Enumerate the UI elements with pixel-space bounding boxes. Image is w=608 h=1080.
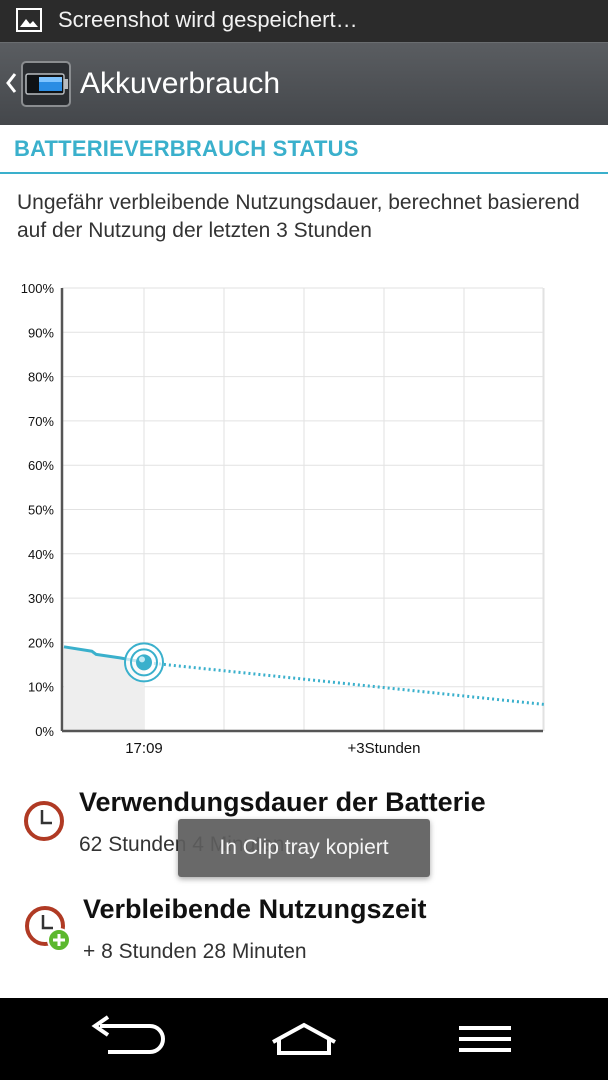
y-tick-label: 20% (28, 635, 54, 650)
clock-plus-icon (25, 906, 71, 952)
section-title: BATTERIEVERBRAUCH STATUS (14, 136, 359, 161)
y-tick-label: 10% (28, 680, 54, 695)
current-point (136, 654, 152, 671)
battery-chart: 100% 90% 80% 70% 60% 50% 40% 30% 20% 10% 0% 17:09 +3… (21, 281, 545, 757)
notification-text: Screenshot wird gespeichert… (58, 7, 358, 32)
battery-icon[interactable] (21, 61, 71, 107)
battery-usage-title: Verwendungsdauer der Batterie (79, 787, 486, 817)
x-tick-label: 17:09 (125, 740, 163, 757)
clock-icon (24, 801, 64, 841)
y-tick-label: 40% (28, 547, 54, 562)
image-icon (16, 8, 42, 32)
remaining-time-title: Verbleibende Nutzungszeit (83, 894, 427, 924)
series-line-projection (143, 660, 545, 706)
status-bar: Screenshot wird gespeichert… (0, 0, 608, 42)
y-tick-label: 30% (28, 591, 54, 606)
y-tick-label: 100% (21, 281, 55, 296)
y-tick-label: 60% (28, 458, 54, 473)
current-point-highlight (139, 656, 145, 663)
remaining-time-value: + 8 Stunden 28 Minuten (83, 940, 307, 963)
usage-area (64, 646, 144, 731)
home-icon[interactable] (243, 998, 365, 1080)
navigation-bar (0, 998, 608, 1080)
page-title: Akkuverbrauch (80, 67, 281, 100)
y-tick-label: 70% (28, 414, 54, 429)
section-description: Ungefähr verbleibende Nutzungsdauer, ber… (17, 191, 580, 242)
back-icon[interactable] (62, 998, 184, 1080)
chevron-left-icon[interactable] (4, 67, 18, 99)
y-tick-label: 80% (28, 370, 54, 385)
section-divider (0, 172, 608, 174)
toast-message: In Clip tray kopiert (178, 819, 430, 877)
y-tick-label: 90% (28, 325, 54, 340)
y-tick-label: 0% (35, 724, 54, 739)
current-point-ring-inner (130, 648, 158, 677)
y-tick-label: 50% (28, 503, 54, 518)
action-bar: Akkuverbrauch (0, 42, 608, 125)
x-tick-label: +3Stunden (348, 740, 421, 757)
menu-icon[interactable] (424, 998, 546, 1080)
